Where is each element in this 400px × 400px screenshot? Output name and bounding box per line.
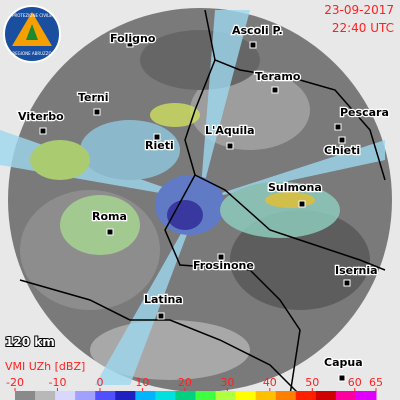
legend-tick-label: -10 [48,376,66,389]
city-label: Viterbo [18,110,64,123]
color-swatch [255,391,277,400]
city-marker [39,127,47,135]
legend-tick-label: 65 [369,376,383,389]
city-label: Latina [144,293,183,306]
color-swatch [355,391,377,400]
city-marker [298,200,306,208]
city-marker [338,374,346,382]
color-swatch [195,391,217,400]
color-swatch [115,391,136,400]
city-label: L'Aquila [205,124,255,137]
time: 22:40 UTC [332,21,394,35]
color-swatch [295,391,317,400]
city-marker [106,228,114,236]
legend-tick-label: 20 [178,376,192,389]
legend-tick-label: 30 [220,376,234,389]
city-marker [271,86,279,94]
city-label: Foligno [110,32,156,45]
legend-tick-label: 60 [348,376,362,389]
color-swatch [95,391,116,400]
cities: Foligno Ascoli P. Teramo Pescara Viterbo Tern… [17,23,390,382]
legend-tick-label: 10 [135,376,149,389]
city-marker [93,108,101,116]
city-marker [126,40,134,48]
range-label: 120 km [5,335,55,349]
city-marker [226,142,234,150]
color-swatch [75,391,96,400]
logo-text: PROTEZIONE CIVILE [12,13,52,18]
city-label: Sulmona [268,181,322,194]
color-swatch [35,391,56,400]
color-swatch [15,391,36,400]
color-swatch [55,391,76,400]
color-swatch [175,391,196,400]
city-label: Frosinone [193,259,254,272]
city-marker [157,312,165,320]
city-marker [338,136,346,144]
color-swatch [235,391,257,400]
date: 23-09-2017 [324,3,394,17]
city-label: Ascoli P. [232,24,283,37]
city-marker [217,253,225,261]
legend-tick-label: 50 [305,376,319,389]
city-marker [334,123,342,131]
legend-title: VMI UZh [dBZ] [5,360,85,373]
city-label: Teramo [255,70,301,83]
city-label: Terni [78,91,109,104]
city-marker [153,133,161,141]
color-swatch [315,391,337,400]
color-swatch [335,391,357,400]
city-label: Rieti [145,139,174,152]
logo-text: REGIONE ABRUZZO [12,51,51,56]
color-swatch [155,391,176,400]
color-swatch [135,391,156,400]
legend-tick-label: 40 [263,376,277,389]
color-swatch [275,391,297,400]
city-label: Chieti [324,144,360,157]
logo: PROTEZIONE CIVILE REGIONE ABRUZZO [3,5,61,63]
city-marker [343,279,351,287]
city-label: Roma [92,210,127,223]
legend-tick-label: 0 [96,376,103,389]
city-marker [249,41,257,49]
color-swatch [215,391,237,400]
city-label: Capua [324,356,363,369]
borders [19,9,386,396]
radar-echoes [0,10,385,385]
legend: -20 -10 0 10 20 30 40 50 60 65 [6,376,383,400]
city-label: Isernia [335,264,378,277]
legend-tick-label: -20 [6,376,24,389]
city-label: Pescara [340,106,389,119]
